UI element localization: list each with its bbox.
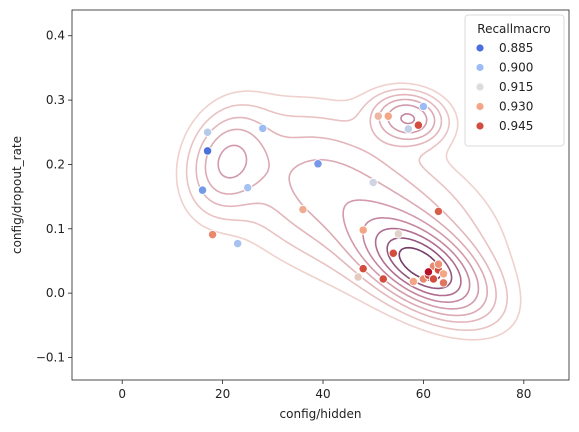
legend: Recallmacro 0.885 0.900 0.915 0.930 0.945 <box>464 14 565 147</box>
scatter-point <box>428 274 439 284</box>
scatter-points <box>197 101 449 288</box>
y-tick-label: 0.0 <box>46 286 65 300</box>
scatter-point <box>207 229 218 240</box>
scatter-point <box>373 111 383 121</box>
scatter-point <box>418 101 429 112</box>
legend-entry-label: 0.900 <box>499 61 533 75</box>
scatter-point <box>438 269 449 279</box>
y-ticks: −0.1 0.0 0.1 0.2 0.3 0.4 <box>36 29 72 364</box>
legend-entry-label: 0.945 <box>499 119 533 133</box>
legend-marker <box>475 82 485 92</box>
legend-entry-label: 0.885 <box>499 41 533 55</box>
scatter-point <box>358 225 368 235</box>
scatter-point <box>433 259 444 269</box>
y-tick-label: 0.3 <box>46 93 65 107</box>
scatter-point <box>403 124 414 134</box>
legend-marker <box>475 63 485 72</box>
scatter-point <box>202 127 213 137</box>
legend-marker <box>475 43 485 53</box>
x-tick-label: 40 <box>315 387 330 401</box>
kde-contour-level-7 <box>386 237 453 290</box>
scatter-point <box>313 159 323 169</box>
scatter-point <box>408 276 419 287</box>
legend-marker <box>475 121 485 131</box>
scatter-point <box>353 272 363 282</box>
x-tick-label: 80 <box>516 387 531 401</box>
scatter-point <box>358 264 368 274</box>
y-tick-label: 0.4 <box>46 29 65 43</box>
scatter-point <box>258 123 268 134</box>
x-ticks: 0 20 40 60 80 <box>118 380 531 401</box>
legend-frame <box>464 14 565 147</box>
kde-contour-level-1 <box>185 88 508 331</box>
scatter-point <box>383 111 393 121</box>
x-tick-label: 60 <box>416 387 431 401</box>
scatter-point <box>202 146 213 156</box>
scatter-point <box>433 206 444 217</box>
scatter-point <box>393 229 403 239</box>
kde-contour-level-2 <box>195 93 497 323</box>
y-tick-label: 0.2 <box>46 157 65 171</box>
scatter-point <box>233 238 243 249</box>
plot-frame <box>71 9 570 381</box>
kde-contour-level-6 <box>374 227 462 297</box>
x-axis-label: config/hidden <box>280 407 362 421</box>
scatter-point <box>243 182 253 193</box>
kde-contour-level-4 <box>217 104 480 310</box>
y-tick-label: 0.1 <box>46 222 65 236</box>
scatter-point <box>378 274 388 284</box>
x-tick-label: 0 <box>118 387 126 401</box>
y-axis-label: config/dropout_rate <box>10 136 24 254</box>
scatter-point <box>423 267 434 277</box>
kde-contours <box>175 82 522 341</box>
kde-contour-level-3 <box>204 98 488 317</box>
scatter-point <box>197 185 208 195</box>
scatter-point <box>368 177 378 188</box>
legend-title: Recallmacro <box>477 22 550 36</box>
legend-marker <box>475 102 485 111</box>
scatter-point <box>298 204 308 215</box>
scatter-point <box>438 278 449 288</box>
scatter-point <box>388 248 398 258</box>
x-tick-label: 20 <box>215 387 230 401</box>
legend-entry-label: 0.915 <box>499 80 533 94</box>
scatter-point <box>413 120 424 130</box>
legend-entry-label: 0.930 <box>499 100 533 114</box>
kde-contour-level-5 <box>362 113 471 303</box>
y-tick-label: −0.1 <box>36 350 65 364</box>
